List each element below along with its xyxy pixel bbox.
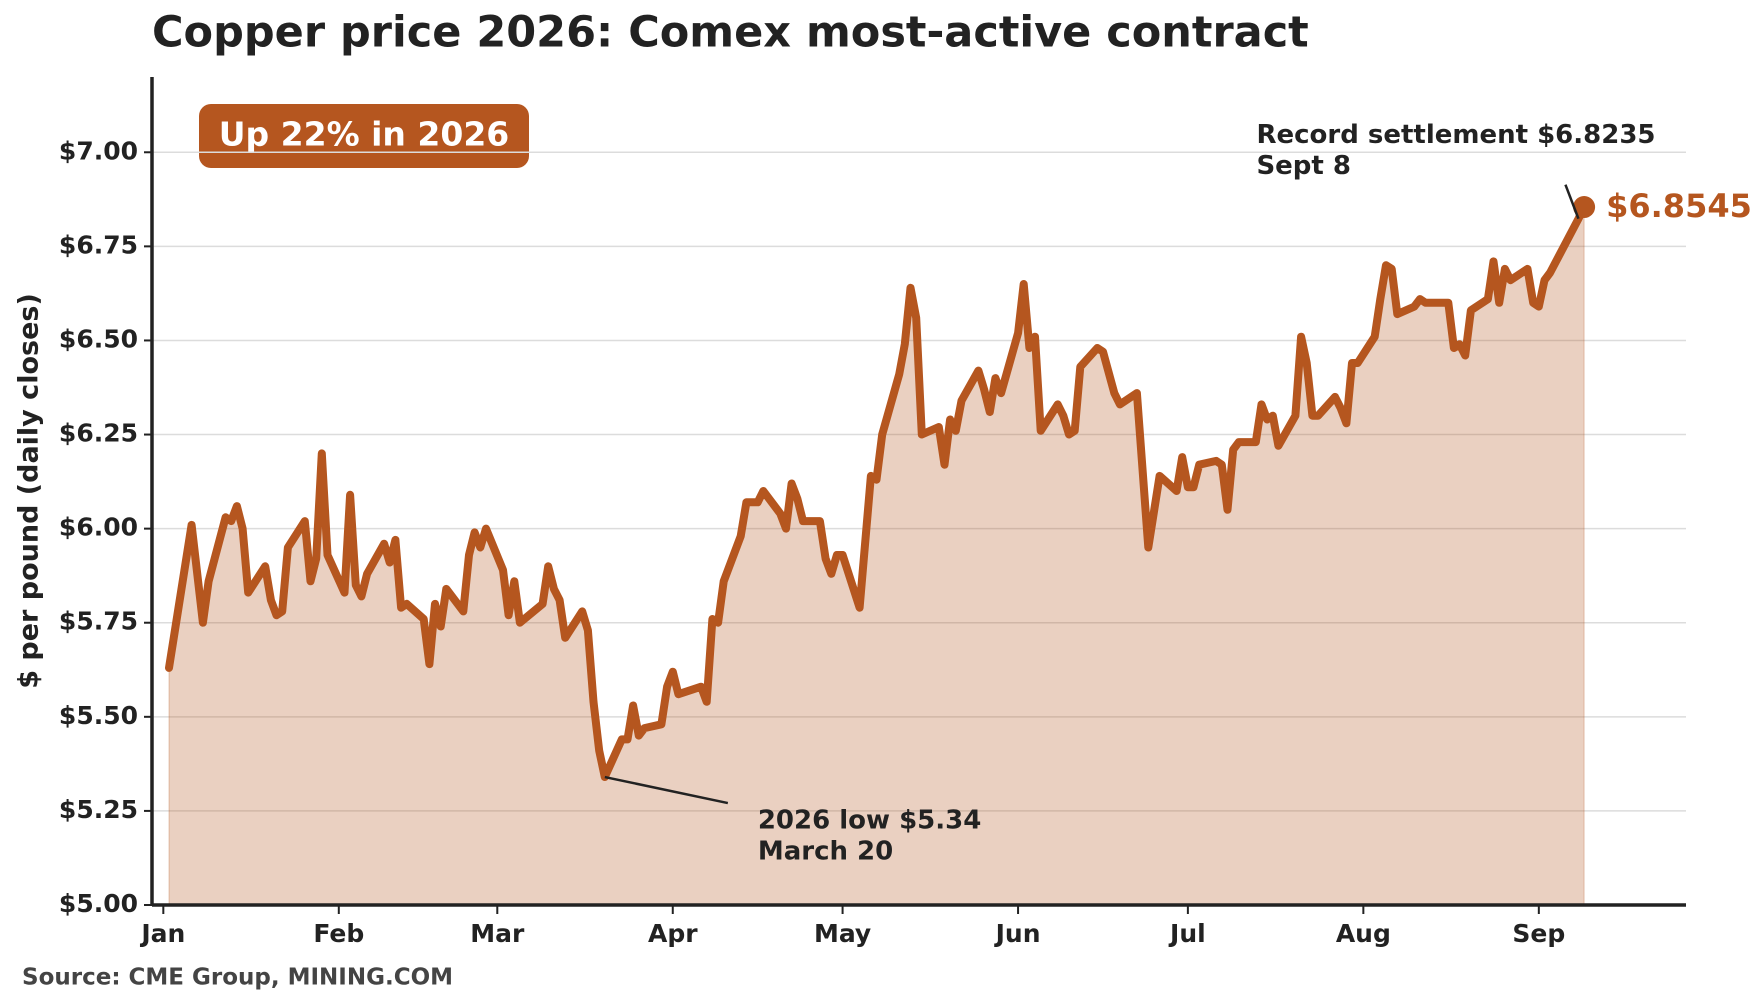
last-value-label: $6.8545 [1606,187,1752,225]
y-tick-label: $5.50 [59,701,138,730]
y-tick-label: $6.00 [59,513,138,542]
price-line [165,203,1589,781]
source: Source: CME Group, MINING.COM [22,965,453,991]
x-tick-label: May [814,919,871,948]
y-tick-label: $5.00 [59,889,138,918]
y-tick-label: $6.25 [59,419,138,448]
x-tick-label: Apr [648,919,698,948]
y-tick-label: $7.00 [59,136,138,165]
annotation-text: 2026 low $5.34 [758,806,982,836]
x-tick-label: Jan [139,919,185,948]
x-tick-label: Jul [1168,919,1206,948]
last-point [1573,196,1596,219]
x-tick-label: Jun [994,919,1041,948]
chart-title: Copper price 2026: Comex most-active con… [152,8,1309,58]
y-axis-label: $ per pound (daily closes) [14,293,45,689]
annotation-arrow [1564,184,1580,220]
x-tick-label: Mar [470,919,525,948]
annotation-text: Sept 8 [1256,151,1351,181]
y-tick-label: $6.50 [59,324,138,353]
x-tick-label: Sep [1512,919,1565,948]
x-tick-label: Aug [1336,919,1391,948]
y-tick-label: $6.75 [59,230,138,259]
y-tick-label: $5.75 [59,607,138,636]
annotation-text: March 20 [758,837,893,867]
y-tick-label: $5.25 [59,795,138,824]
badge: Up 22% in 2026 [219,115,510,154]
annotation-arrow [604,775,729,805]
x-tick-label: Feb [313,919,364,948]
annotation-text: Record settlement $6.8235 [1256,120,1655,150]
